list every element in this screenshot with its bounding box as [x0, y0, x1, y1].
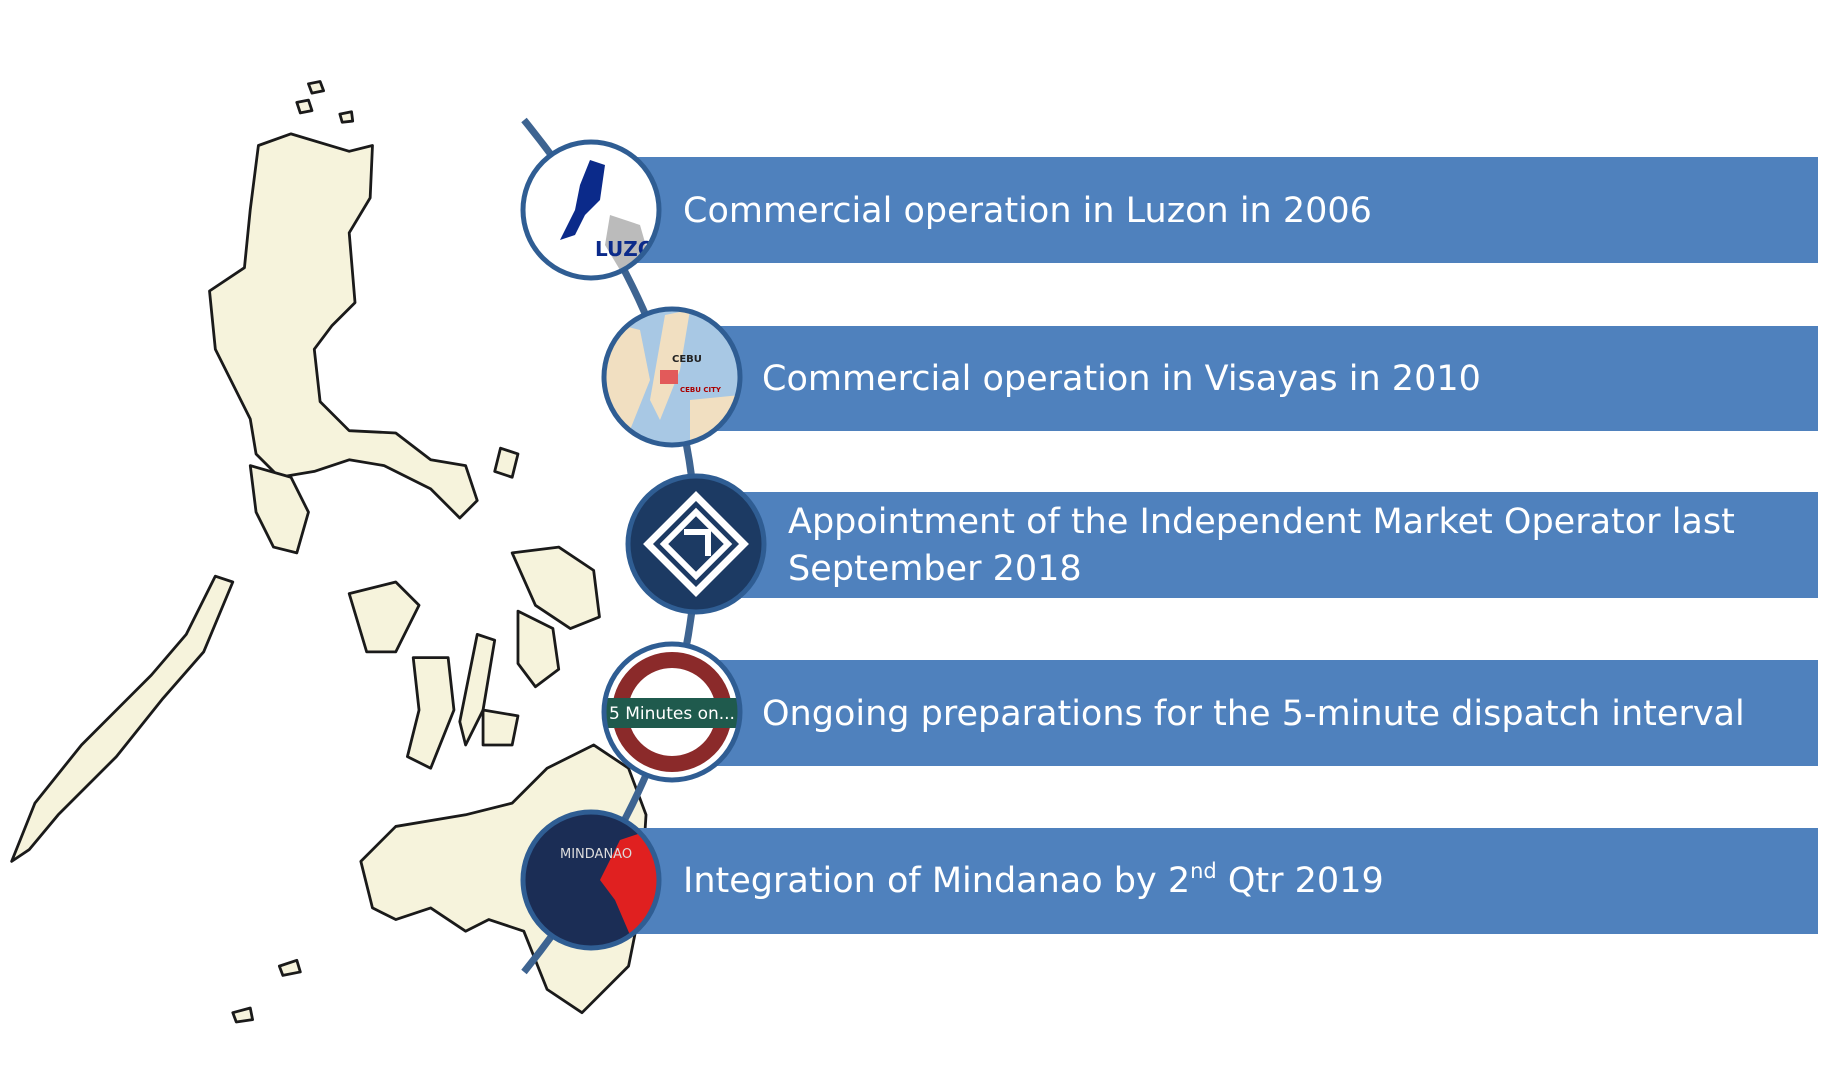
- item-text: Commercial operation in Luzon in 2006: [683, 191, 1372, 231]
- icon-label: MINDANAO: [560, 847, 632, 862]
- item-text: Appointment of the Independent Market Op…: [788, 502, 1735, 542]
- item-text: Integration of Mindanao by 2nd Qtr 2019: [683, 859, 1384, 901]
- item-text: Ongoing preparations for the 5-minute di…: [762, 694, 1745, 734]
- icon-label: CEBU: [672, 354, 702, 365]
- item-text: September 2018: [788, 549, 1082, 589]
- slide: LUZON CEBU CEBU CITY 5 Minutes on... MIN…: [0, 0, 1825, 1084]
- iemop-icon: [628, 476, 764, 612]
- text-part: Integration of Mindanao by 2: [683, 861, 1190, 901]
- text-part: Qtr 2019: [1217, 861, 1384, 901]
- superscript: nd: [1190, 859, 1217, 883]
- icon-sublabel: CEBU CITY: [680, 386, 722, 394]
- item-text: Commercial operation in Visayas in 2010: [762, 359, 1481, 399]
- icon-label: 5 Minutes on...: [609, 704, 735, 724]
